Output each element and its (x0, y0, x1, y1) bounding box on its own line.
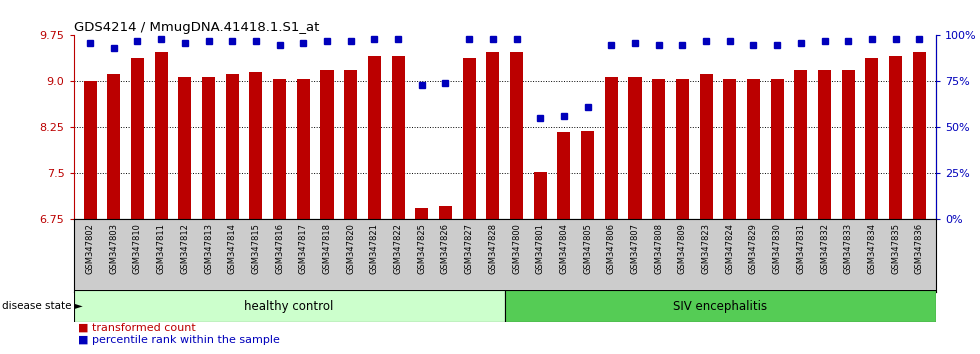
Bar (439, 206, 452, 219)
Text: disease state ►: disease state ► (2, 301, 82, 311)
Bar (486, 52, 500, 219)
Text: GSM347814: GSM347814 (227, 223, 237, 274)
Bar (795, 70, 808, 219)
Text: GSM347807: GSM347807 (630, 223, 640, 274)
Text: GSM347822: GSM347822 (394, 223, 403, 274)
Text: GSM347815: GSM347815 (252, 223, 261, 274)
Bar (297, 79, 310, 219)
Bar (155, 52, 168, 219)
Bar (505, 290, 936, 322)
Text: GSM347831: GSM347831 (797, 223, 806, 274)
Bar (842, 70, 855, 219)
Bar (605, 76, 617, 219)
Bar (723, 79, 736, 219)
Text: GSM347823: GSM347823 (702, 223, 710, 274)
Text: GSM347830: GSM347830 (772, 223, 782, 274)
Text: GSM347836: GSM347836 (914, 223, 924, 274)
Text: GSM347821: GSM347821 (369, 223, 379, 274)
Text: GSM347832: GSM347832 (820, 223, 829, 274)
Text: GSM347810: GSM347810 (133, 223, 142, 274)
Text: GDS4214 / MmugDNA.41418.1.S1_at: GDS4214 / MmugDNA.41418.1.S1_at (74, 21, 318, 34)
Bar (676, 79, 689, 219)
Text: GSM347828: GSM347828 (488, 223, 498, 274)
Text: GSM347824: GSM347824 (725, 223, 734, 274)
Text: GSM347813: GSM347813 (204, 223, 213, 274)
Text: GSM347816: GSM347816 (275, 223, 284, 274)
Text: GSM347833: GSM347833 (844, 223, 853, 274)
Bar (700, 74, 712, 219)
Bar (628, 76, 642, 219)
Bar (107, 74, 121, 219)
Bar (392, 56, 405, 219)
Text: ■ percentile rank within the sample: ■ percentile rank within the sample (78, 335, 280, 345)
Text: GSM347835: GSM347835 (891, 223, 900, 274)
Text: ■ transformed count: ■ transformed count (78, 322, 196, 332)
Text: GSM347817: GSM347817 (299, 223, 308, 274)
Bar (225, 74, 239, 219)
Text: GSM347809: GSM347809 (678, 223, 687, 274)
Text: GSM347802: GSM347802 (85, 223, 95, 274)
Text: GSM347803: GSM347803 (110, 223, 119, 274)
Text: GSM347806: GSM347806 (607, 223, 615, 274)
Text: GSM347805: GSM347805 (583, 223, 592, 274)
Bar (889, 56, 903, 219)
Bar (510, 52, 523, 219)
Bar (320, 70, 333, 219)
Text: healthy control: healthy control (244, 300, 334, 313)
Bar (818, 70, 831, 219)
Bar (912, 52, 926, 219)
Bar (534, 172, 547, 219)
Bar (273, 79, 286, 219)
Bar (865, 58, 878, 219)
Text: GSM347818: GSM347818 (322, 223, 331, 274)
Bar (368, 56, 381, 219)
Text: GSM347800: GSM347800 (512, 223, 521, 274)
Bar (747, 79, 760, 219)
Text: GSM347834: GSM347834 (867, 223, 876, 274)
Bar (250, 72, 263, 219)
Bar (558, 132, 570, 219)
Bar (344, 70, 358, 219)
Bar (202, 76, 215, 219)
Bar (770, 79, 784, 219)
Bar (83, 81, 97, 219)
Text: GSM347804: GSM347804 (560, 223, 568, 274)
Bar (74, 290, 505, 322)
Bar (652, 79, 665, 219)
Text: GSM347826: GSM347826 (441, 223, 450, 274)
Bar (178, 76, 191, 219)
Text: GSM347811: GSM347811 (157, 223, 166, 274)
Text: GSM347825: GSM347825 (417, 223, 426, 274)
Bar (581, 131, 594, 219)
Text: GSM347808: GSM347808 (655, 223, 663, 274)
Bar (416, 209, 428, 219)
Text: GSM347829: GSM347829 (749, 223, 758, 274)
Text: SIV encephalitis: SIV encephalitis (673, 300, 767, 313)
Text: GSM347820: GSM347820 (346, 223, 355, 274)
Bar (463, 58, 475, 219)
Text: GSM347827: GSM347827 (465, 223, 473, 274)
Bar (131, 58, 144, 219)
Text: GSM347801: GSM347801 (536, 223, 545, 274)
Text: GSM347812: GSM347812 (180, 223, 189, 274)
